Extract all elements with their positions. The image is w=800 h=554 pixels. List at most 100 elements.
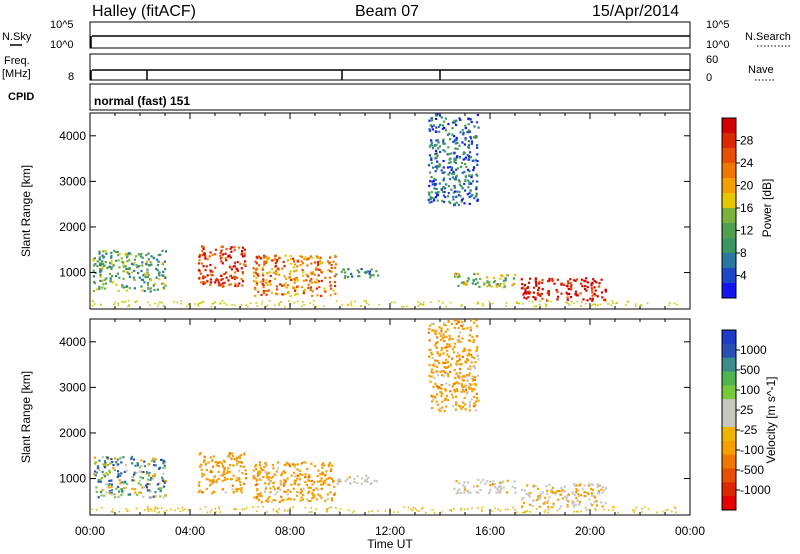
power-echo-cell <box>290 262 293 265</box>
velocity-echo-cell <box>152 463 156 467</box>
power-echo-cell <box>265 255 268 258</box>
velocity-echo-cell <box>148 496 151 499</box>
velocity-echo-cell <box>456 351 459 355</box>
power-echo-cell <box>276 258 279 261</box>
velocity-echo-cell <box>205 477 208 481</box>
power-echo-cell <box>237 246 241 249</box>
velocity-echo-cell <box>360 477 364 480</box>
power-echo-cell <box>486 285 489 288</box>
power-scatter-dot <box>159 301 161 303</box>
velocity-echo-cell <box>297 483 300 486</box>
power-echo-cell <box>222 285 225 288</box>
power-echo-cell <box>467 179 470 182</box>
velocity-echo-cell <box>431 322 434 325</box>
velocity-echo-cell <box>202 491 205 494</box>
velocity-echo-cell <box>454 390 457 393</box>
power-echo-cell <box>447 185 450 188</box>
velocity-scatter-dot <box>453 508 455 510</box>
power-echo-cell <box>471 193 474 197</box>
velocity-echo-cell <box>476 346 479 349</box>
velocity-echo-cell <box>203 455 206 458</box>
power-echo-cell <box>257 274 260 277</box>
velocity-scatter-dot <box>218 506 220 508</box>
power-scatter-dot <box>261 303 263 305</box>
power-echo-cell <box>435 113 438 116</box>
velocity-echo-cell <box>146 478 149 481</box>
power-echo-cell <box>598 282 601 285</box>
power-echo-cell <box>524 288 527 291</box>
velocity-echo-cell <box>224 491 227 494</box>
velocity-echo-cell <box>551 491 554 494</box>
velocity-echo-cell <box>439 353 442 356</box>
power-echo-cell <box>318 259 322 262</box>
power-scatter-dot <box>128 305 130 307</box>
velocity-colorbar-tick: 500 <box>740 363 760 377</box>
velocity-echo-cell <box>267 476 271 479</box>
power-echo-cell <box>147 258 150 261</box>
power-echo-cell <box>458 183 462 186</box>
velocity-echo-cell <box>322 483 325 486</box>
velocity-echo-cell <box>227 467 230 470</box>
power-echo-cell <box>529 277 532 280</box>
velocity-echo-cell <box>574 503 577 506</box>
power-echo-cell <box>351 275 354 278</box>
velocity-echo-cell <box>458 355 461 358</box>
velocity-echo-cell <box>154 491 157 494</box>
power-echo-cell <box>306 275 309 278</box>
velocity-scatter-dot <box>480 508 483 511</box>
power-echo-cell <box>467 186 470 189</box>
velocity-echo-cell <box>489 484 492 487</box>
power-echo-cell <box>252 267 255 270</box>
power-echo-cell <box>472 136 476 139</box>
power-echo-cell <box>279 283 282 286</box>
power-echo-cell <box>209 273 212 276</box>
velocity-echo-cell <box>442 352 445 355</box>
power-echo-cell <box>235 276 238 279</box>
velocity-echo-cell <box>313 481 316 484</box>
power-echo-cell <box>293 277 296 280</box>
power-echo-cell <box>101 262 104 265</box>
power-echo-cell <box>428 129 432 132</box>
power-echo-cell <box>211 253 214 256</box>
velocity-echo-cell <box>296 468 299 471</box>
power-echo-cell <box>604 290 608 293</box>
power-echo-cell <box>441 124 444 127</box>
velocity-echo-cell <box>525 492 528 495</box>
power-echo-cell <box>118 276 121 279</box>
power-echo-cell <box>234 271 237 274</box>
velocity-scatter-dot <box>157 507 159 510</box>
velocity-scatter-dot <box>526 510 529 512</box>
power-scatter-dot <box>517 302 520 304</box>
velocity-echo-cell <box>465 361 468 364</box>
power-echo-cell <box>560 292 563 295</box>
velocity-echo-cell <box>590 487 593 491</box>
velocity-echo-cell <box>435 370 438 373</box>
velocity-scatter-dot <box>209 511 212 513</box>
power-echo-cell <box>215 277 218 280</box>
velocity-scatter-dot <box>633 511 636 513</box>
power-echo-cell <box>233 264 236 267</box>
velocity-echo-cell <box>463 347 466 350</box>
power-scatter-dot <box>197 305 200 307</box>
velocity-scatter-dot <box>393 511 396 513</box>
power-echo-cell <box>462 152 465 155</box>
velocity-echo-cell <box>468 382 471 386</box>
velocity-echo-cell <box>494 486 497 489</box>
power-echo-cell <box>128 272 131 275</box>
time-axis-ticks: 00:00 04:00 08:00 12:00 16:00 20:00 00:00 <box>75 524 705 538</box>
velocity-scatter-dot <box>243 508 246 511</box>
velocity-echo-cell <box>124 463 127 467</box>
power-echo-cell <box>164 250 168 253</box>
velocity-echo-cell <box>476 397 479 400</box>
power-echo-cell <box>146 271 149 274</box>
power-colorbar-cell <box>722 148 736 164</box>
velocity-echo-cell <box>131 479 134 482</box>
power-scatter-dot <box>157 303 160 305</box>
power-echo-cell <box>92 289 95 293</box>
velocity-echo-cell <box>117 463 120 466</box>
velocity-echo-cell <box>239 489 243 492</box>
velocity-scatter-dot <box>278 508 280 510</box>
power-scatter-dot <box>610 304 613 307</box>
power-echo-cell <box>265 289 268 292</box>
power-echo-cell <box>375 270 378 273</box>
